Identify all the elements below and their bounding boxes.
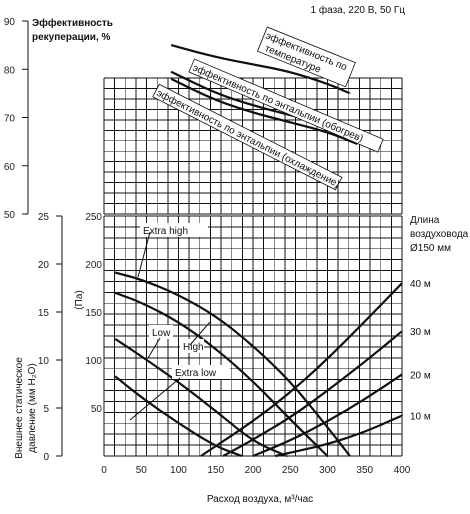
label-text: Extra high [143, 226, 188, 237]
efficiency-tick-label: 70 [4, 114, 16, 125]
svg-text:рекуперации, %: рекуперации, % [32, 32, 111, 43]
label-background [152, 83, 343, 191]
pressure-curve-labels: Extra high High Low Extra low 40 м 30 м 20 м 10… [129, 223, 431, 423]
label-background [140, 223, 208, 237]
duct-20м-curve [252, 373, 403, 458]
pressure-ylabel-left: Внешнее статическое давление (мм H₂O) [14, 357, 38, 459]
label-background [149, 325, 173, 339]
x-tick-label: 300 [319, 465, 336, 476]
fan-label-extra-high: Extra high [137, 223, 208, 278]
label-background [180, 339, 204, 353]
pa-tick-label: 150 [85, 308, 102, 319]
left-tick-label: 20 [38, 260, 50, 271]
pressure-curves [114, 271, 404, 458]
duct-length-label: 40 м [410, 279, 431, 290]
efficiency-tick-label: 90 [4, 17, 16, 28]
x-tick-label: 250 [282, 465, 299, 476]
label-text: Low [152, 328, 171, 339]
duct-legend-title: Длина воздуховода Ø150 мм [410, 215, 469, 254]
duct-40м-curve [200, 282, 403, 457]
x-tick-label: 200 [245, 465, 262, 476]
label-background [172, 365, 230, 379]
pressure-y-axis-left: 0 5 10 15 20 25 [38, 212, 63, 463]
label-text: эффективность по энтальпии (охлаждение) [155, 87, 342, 190]
x-tick-label: 350 [356, 465, 373, 476]
pa-tick-label: 200 [85, 260, 102, 271]
fan-high-curve [114, 291, 329, 458]
label-text: High [183, 342, 204, 353]
leader-line [137, 231, 151, 278]
eff-temperature-curve [170, 44, 351, 95]
efficiency-tick-label: 50 [4, 210, 16, 221]
duct-30м-curve [222, 330, 404, 457]
label-background [188, 58, 384, 153]
duct-length-label: 30 м [410, 327, 431, 338]
x-tick-label: 150 [207, 465, 224, 476]
fan-extra-high-curve [114, 271, 351, 457]
fan-label-low: Low [147, 325, 173, 359]
fan-label-high: High [180, 321, 211, 353]
x-tick-label: 0 [101, 465, 107, 476]
pressure-y-axis-right: 50 100 150 200 250 [85, 212, 102, 415]
svg-text:Длина: Длина [410, 215, 440, 226]
svg-text:давление (мм H₂O): давление (мм H₂O) [27, 363, 38, 452]
left-tick-label: 10 [38, 356, 50, 367]
efficiency-y-axis: 50 60 70 80 90 [4, 17, 29, 221]
left-tick-label: 15 [38, 308, 50, 319]
left-tick-label: 0 [43, 452, 49, 463]
header-note: 1 фаза, 220 В, 50 Гц [311, 4, 406, 16]
pa-tick-label: 100 [85, 356, 102, 367]
svg-text:воздуховода: воздуховода [410, 229, 469, 240]
svg-text:Эффективность: Эффективность [32, 17, 113, 29]
efficiency-tick-label: 80 [4, 65, 16, 76]
left-tick-label: 25 [38, 212, 50, 223]
leader-line [189, 321, 211, 346]
svg-text:Внешнее статическое: Внешнее статическое [14, 357, 25, 459]
eff-enthalpy-cooling-curve [170, 77, 358, 146]
duct-length-label: 20 м [410, 370, 431, 381]
label-text: Extra low [175, 368, 217, 379]
leader-line [129, 377, 181, 421]
pressure-ylabel-right: (Па) [74, 290, 85, 309]
pa-tick-label: 50 [91, 404, 103, 415]
efficiency-ylabel: Эффективность рекуперации, % [32, 17, 113, 43]
pressure-x-axis: 0 50 100 150 200 250 300 350 400 [101, 465, 411, 476]
pressure-xlabel: Расход воздуха, м³/час [207, 494, 313, 505]
fan-label-extra-low: Extra low [129, 365, 230, 421]
svg-text:Ø150 мм: Ø150 мм [410, 243, 451, 254]
pa-tick-label: 250 [85, 212, 102, 223]
duct-length-label: 10 м [410, 412, 431, 423]
eff-enthalpy-cooling-label: эффективность по энтальпии (охлаждение) [152, 83, 343, 191]
left-tick-label: 5 [43, 404, 49, 415]
efficiency-tick-label: 60 [4, 162, 16, 173]
x-tick-label: 100 [170, 465, 187, 476]
x-tick-label: 50 [136, 465, 148, 476]
eff-enthalpy-heating-label: эффективность по энтальпии (обогрев) [188, 58, 384, 153]
label-background [257, 26, 356, 88]
duct-10м-curve [275, 414, 404, 458]
x-tick-label: 400 [394, 465, 411, 476]
leader-line [147, 337, 161, 359]
